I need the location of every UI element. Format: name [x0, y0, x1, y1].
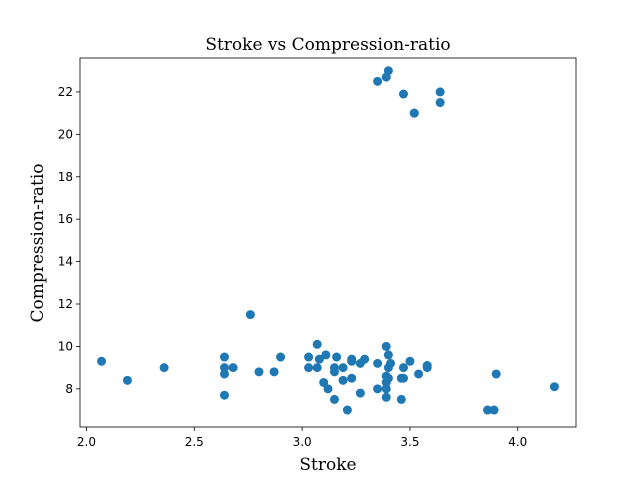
- data-point: [159, 363, 169, 373]
- plot-frame: [79, 57, 577, 428]
- data-point: [219, 363, 229, 373]
- data-point: [228, 363, 238, 373]
- data-point: [323, 384, 333, 394]
- y-tick-label: 20: [58, 127, 73, 141]
- data-point: [312, 363, 322, 373]
- data-point: [304, 363, 314, 373]
- x-tick-label: 2.0: [77, 435, 96, 449]
- data-point: [398, 363, 408, 373]
- data-point: [373, 358, 383, 368]
- y-tick-label: 12: [58, 297, 73, 311]
- data-point: [329, 367, 339, 377]
- y-tick-label: 10: [58, 339, 73, 353]
- y-axis-ticks: 8 10 12 14 16 18 20 22: [58, 85, 80, 396]
- x-axis-ticks: 2.0 2.5 3.0 3.5 4.0: [77, 427, 527, 449]
- data-point: [219, 390, 229, 400]
- data-point: [381, 392, 391, 402]
- data-point: [319, 377, 329, 387]
- data-point: [254, 367, 264, 377]
- data-point: [398, 373, 408, 383]
- x-tick-label: 4.0: [508, 435, 527, 449]
- data-point: [383, 350, 393, 360]
- data-point: [329, 394, 339, 404]
- x-tick-label: 3.5: [400, 435, 419, 449]
- data-point: [360, 354, 370, 364]
- data-point: [97, 356, 107, 366]
- data-point: [219, 352, 229, 362]
- data-point: [219, 369, 229, 379]
- data-point: [491, 369, 501, 379]
- chart-title: Stroke vs Compression-ratio: [205, 35, 450, 55]
- data-point: [122, 375, 132, 385]
- data-point: [383, 373, 393, 383]
- data-point: [314, 354, 324, 364]
- data-point: [321, 350, 331, 360]
- data-points: [97, 66, 559, 415]
- data-point: [347, 373, 357, 383]
- y-tick-label: 14: [58, 255, 73, 269]
- data-point: [347, 356, 357, 366]
- data-point: [373, 384, 383, 394]
- data-point: [245, 310, 255, 320]
- data-point: [304, 352, 314, 362]
- data-point: [405, 356, 415, 366]
- data-point: [422, 361, 432, 370]
- data-point: [342, 405, 352, 415]
- data-point: [383, 66, 393, 76]
- x-axis-label: Stroke: [299, 455, 356, 475]
- data-point: [338, 375, 348, 385]
- y-axis-label: Compression-ratio: [28, 163, 48, 322]
- y-tick-label: 18: [58, 170, 73, 184]
- data-point: [386, 358, 396, 368]
- data-point: [489, 405, 499, 415]
- data-point: [355, 388, 365, 398]
- x-tick-label: 3.0: [293, 435, 312, 449]
- data-point: [409, 108, 419, 118]
- y-tick-label: 16: [58, 212, 73, 226]
- data-point: [381, 384, 391, 394]
- data-point: [338, 363, 348, 373]
- y-tick-label: 8: [65, 382, 73, 396]
- data-point: [396, 394, 406, 404]
- data-point: [398, 89, 408, 99]
- y-tick-label: 22: [58, 85, 73, 99]
- data-point: [435, 98, 445, 108]
- x-tick-label: 2.5: [185, 435, 204, 449]
- data-point: [373, 76, 383, 86]
- data-point: [483, 405, 493, 415]
- data-point: [381, 341, 391, 351]
- data-point: [414, 369, 424, 379]
- data-point: [269, 367, 279, 377]
- data-point: [312, 339, 322, 349]
- data-point: [435, 87, 445, 97]
- data-point: [332, 352, 342, 362]
- data-point: [276, 352, 286, 362]
- data-point: [549, 382, 559, 392]
